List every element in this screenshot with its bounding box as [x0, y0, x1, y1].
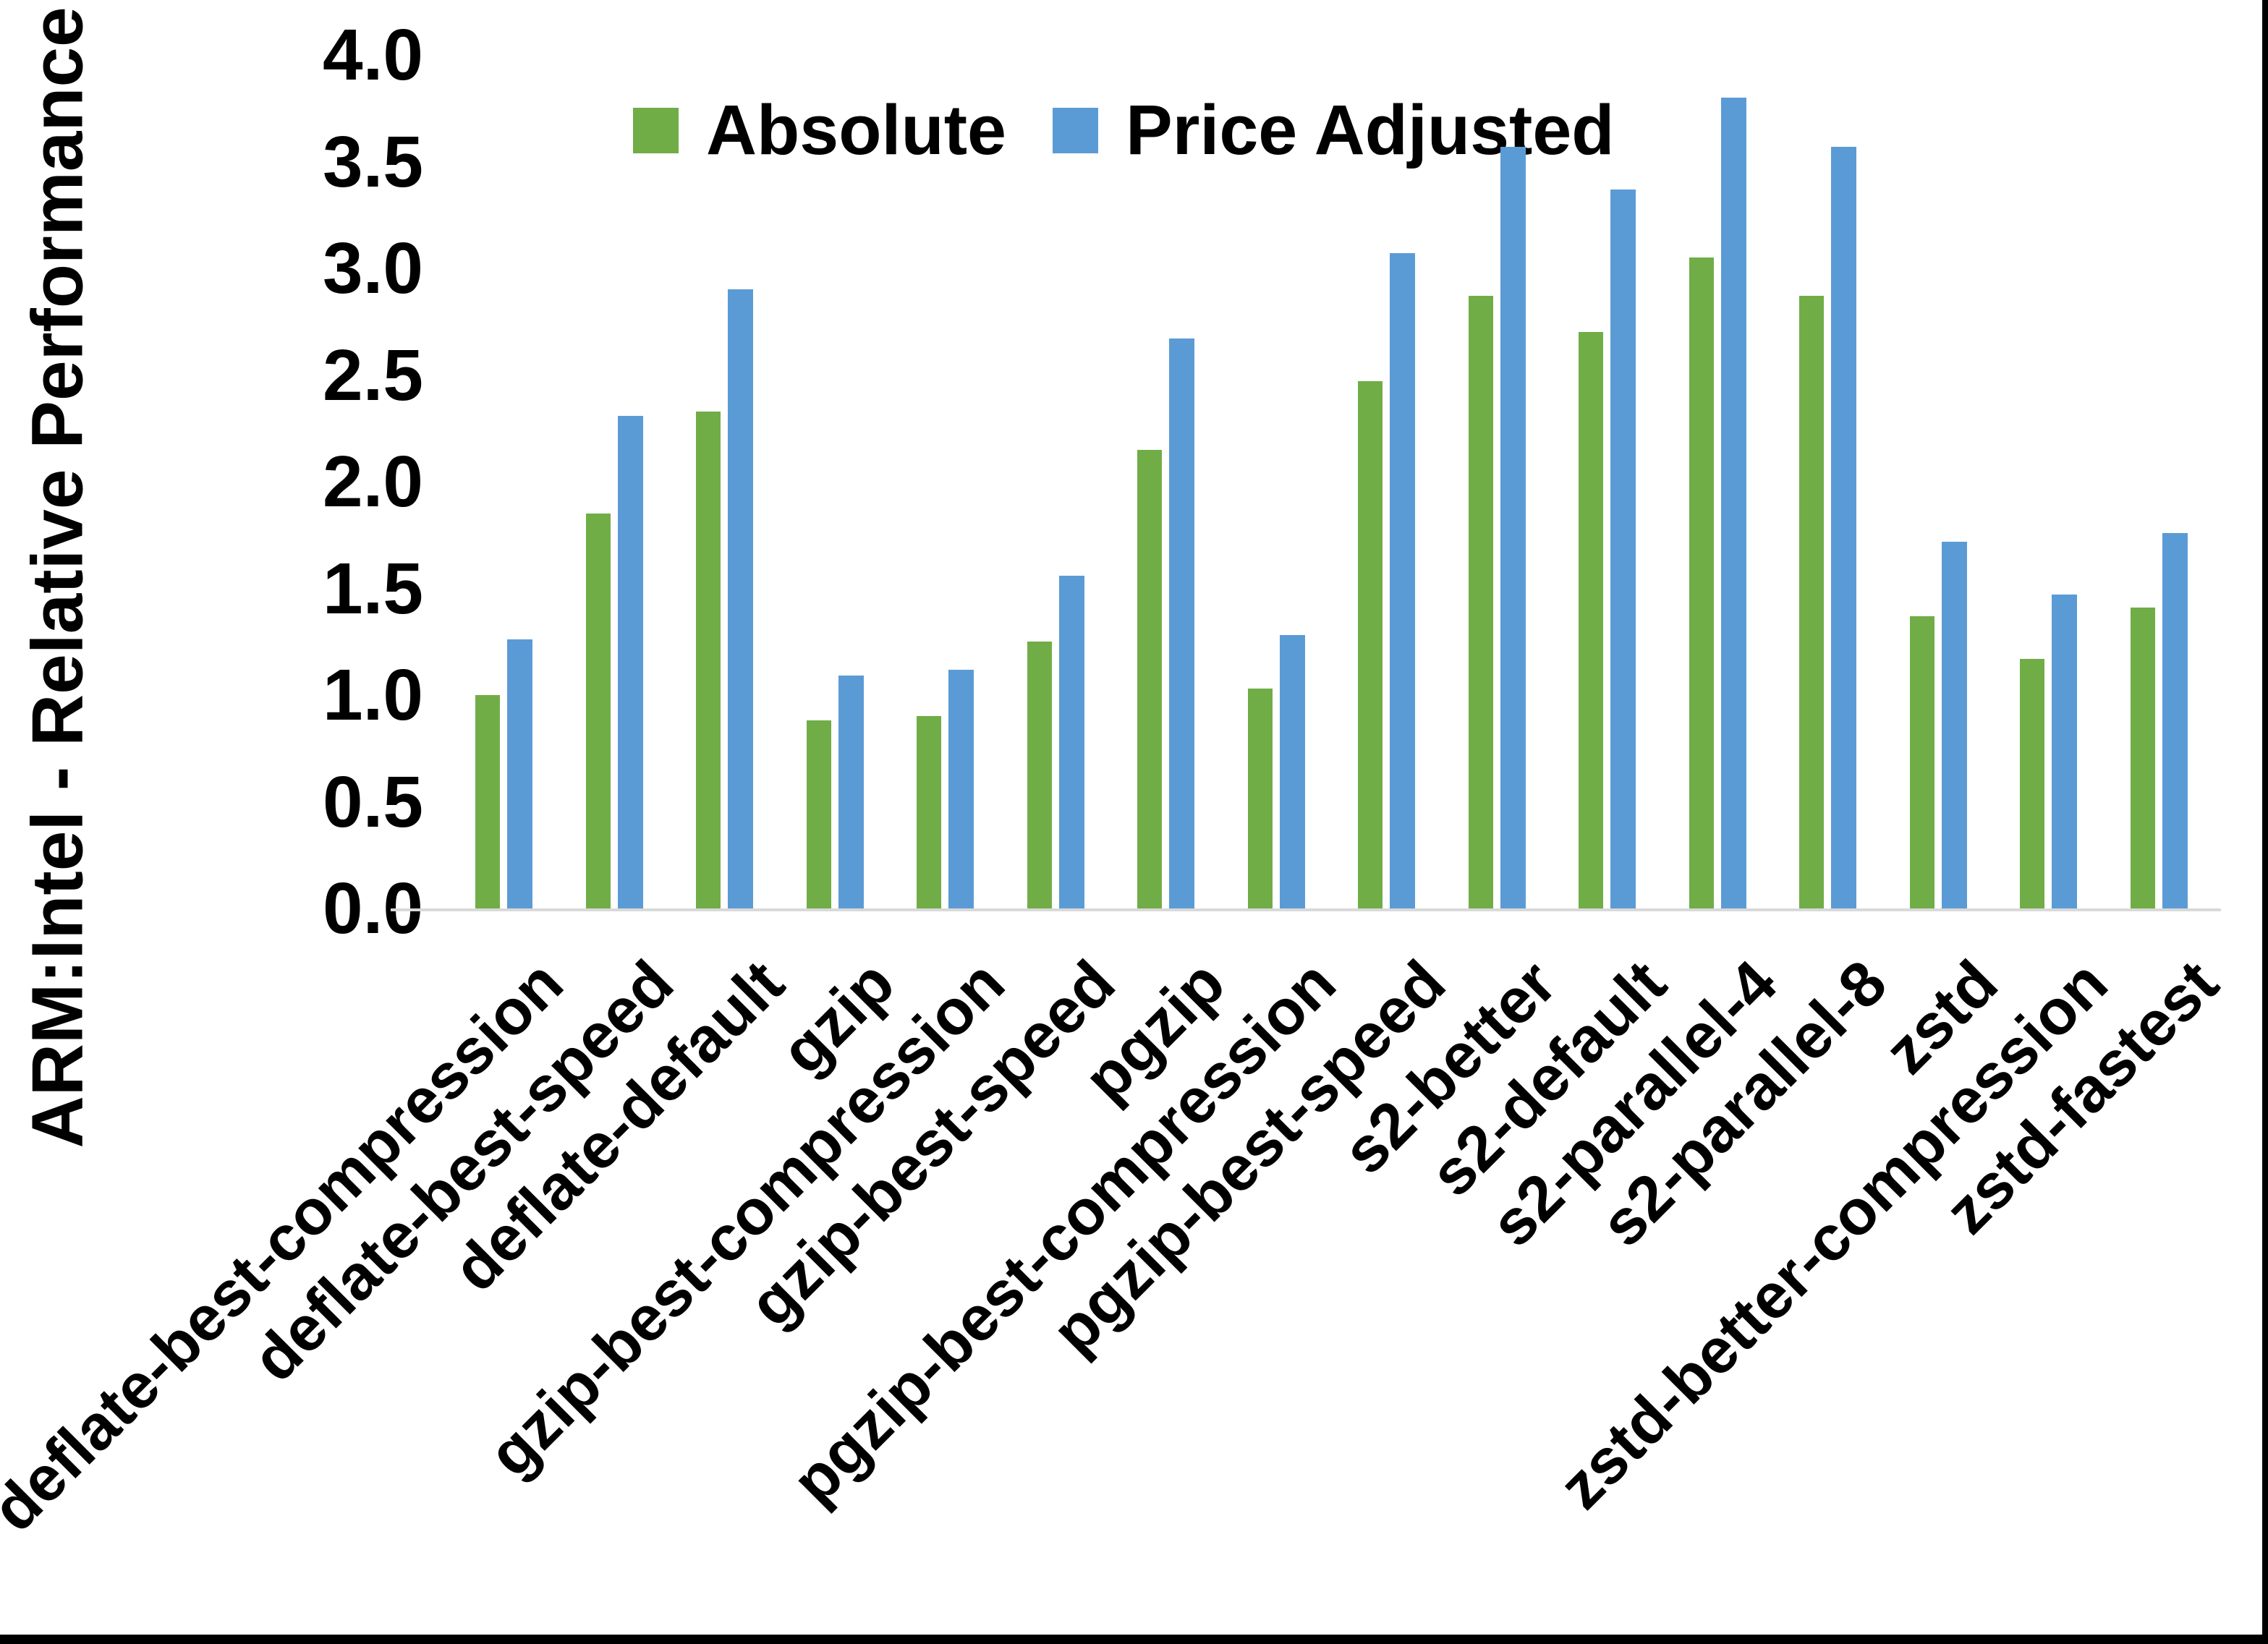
- legend: Absolute Price Adjusted: [633, 90, 1615, 171]
- bar-price-adjusted-s2-better: [1500, 147, 1526, 908]
- bar-price-adjusted-s2-parallel-4: [1721, 98, 1746, 908]
- bar-price-adjusted-pgzip-best-speed: [1390, 253, 1415, 908]
- bar-price-adjusted-s2-default: [1610, 189, 1636, 908]
- y-tick-label: 1.0: [322, 655, 423, 736]
- y-axis-title: ARM:Intel - Relative Performance: [17, 7, 98, 1149]
- bar-absolute-pgzip-best-compression: [1248, 689, 1273, 908]
- bar-price-adjusted-zstd-better-compression: [2052, 595, 2077, 908]
- bar-price-adjusted-pgzip: [1169, 338, 1194, 908]
- y-tick-label: 2.5: [322, 334, 423, 416]
- y-tick-label: 3.5: [322, 121, 423, 203]
- bar-price-adjusted-gzip: [838, 676, 864, 908]
- legend-label-price-adjusted: Price Adjusted: [1125, 90, 1615, 169]
- bar-price-adjusted-deflate-best-compression: [507, 639, 532, 908]
- bar-price-adjusted-zstd: [1942, 542, 1967, 908]
- window-bottom-border: [0, 1635, 2268, 1644]
- bar-absolute-zstd: [1910, 616, 1934, 908]
- bar-price-adjusted-gzip-best-speed: [1059, 576, 1084, 908]
- y-tick-label: 0.0: [322, 868, 423, 949]
- bar-absolute-deflate-best-compression: [475, 695, 500, 908]
- y-tick-label: 2.0: [322, 441, 423, 522]
- bar-absolute-zstd-better-compression: [2020, 659, 2044, 908]
- bar-absolute-pgzip: [1137, 450, 1162, 908]
- bar-absolute-deflate-best-speed: [586, 514, 611, 908]
- x-axis-line: [391, 908, 2221, 911]
- bar-absolute-gzip-best-compression: [917, 716, 941, 908]
- y-tick-label: 1.5: [322, 548, 423, 629]
- bar-price-adjusted-s2-parallel-8: [1831, 147, 1856, 908]
- y-tick-label: 0.5: [322, 761, 423, 843]
- bar-absolute-zstd-fastest: [2131, 608, 2155, 908]
- y-tick-label: 3.0: [322, 228, 423, 309]
- bar-absolute-s2-default: [1579, 332, 1603, 908]
- bar-price-adjusted-deflate-default: [728, 289, 753, 908]
- bar-absolute-s2-better: [1469, 296, 1493, 908]
- bar-price-adjusted-gzip-best-compression: [948, 670, 974, 908]
- bar-absolute-pgzip-best-speed: [1358, 381, 1383, 908]
- bar-price-adjusted-zstd-fastest: [2162, 533, 2188, 908]
- window-right-border: [2262, 0, 2268, 1644]
- legend-item-absolute: Absolute: [633, 90, 1006, 171]
- bar-absolute-s2-parallel-8: [1799, 296, 1824, 908]
- bar-price-adjusted-deflate-best-speed: [618, 416, 643, 908]
- bar-absolute-gzip: [807, 720, 831, 908]
- legend-swatch-absolute: [633, 107, 679, 153]
- y-tick-label: 4.0: [322, 14, 423, 95]
- legend-swatch-price-adjusted: [1052, 107, 1098, 153]
- legend-label-absolute: Absolute: [706, 90, 1006, 169]
- bar-absolute-gzip-best-speed: [1027, 642, 1052, 908]
- bar-absolute-deflate-default: [696, 412, 721, 908]
- bar-price-adjusted-pgzip-best-compression: [1280, 635, 1305, 908]
- legend-item-price-adjusted: Price Adjusted: [1052, 90, 1615, 171]
- bar-absolute-s2-parallel-4: [1689, 257, 1714, 908]
